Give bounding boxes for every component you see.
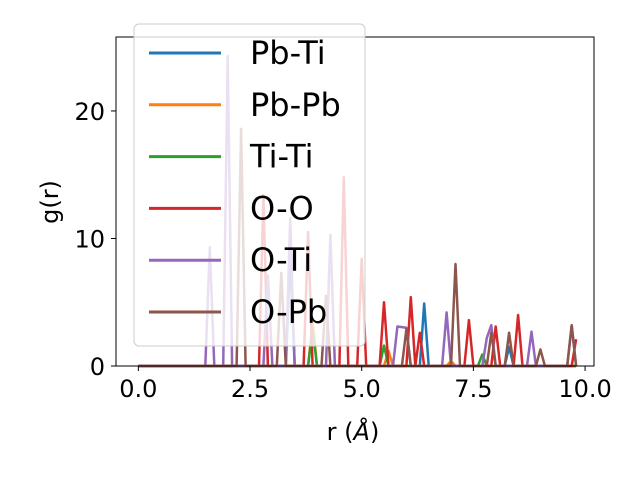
legend-label-4: O-Ti (250, 241, 312, 279)
y-tick-label: 0 (90, 353, 105, 381)
legend-label-3: O-O (250, 189, 314, 227)
x-tick-label: 7.5 (454, 375, 492, 403)
axes-layer: 0.0 2.5 5.0 7.5 10.0 0 10 20 (74, 36, 612, 403)
legend-label-5: O-Pb (250, 293, 327, 331)
legend-label-0: Pb-Ti (250, 34, 326, 72)
x-tick-label: 10.0 (558, 375, 611, 403)
x-axis-label: r (Å) (327, 417, 380, 446)
y-axis-label: g(r) (36, 180, 64, 224)
legend: Pb-Ti Pb-Pb Ti-Ti O-O O-Ti O-Pb (133, 23, 366, 347)
legend-label-2: Ti-Ti (249, 138, 314, 176)
x-tick-label: 0.0 (119, 375, 157, 403)
y-tick-label: 10 (74, 225, 105, 253)
legend-label-1: Pb-Pb (250, 86, 341, 124)
y-tick-label: 20 (74, 98, 105, 126)
x-tick-label: 2.5 (231, 375, 269, 403)
x-tick-label: 5.0 (343, 375, 381, 403)
